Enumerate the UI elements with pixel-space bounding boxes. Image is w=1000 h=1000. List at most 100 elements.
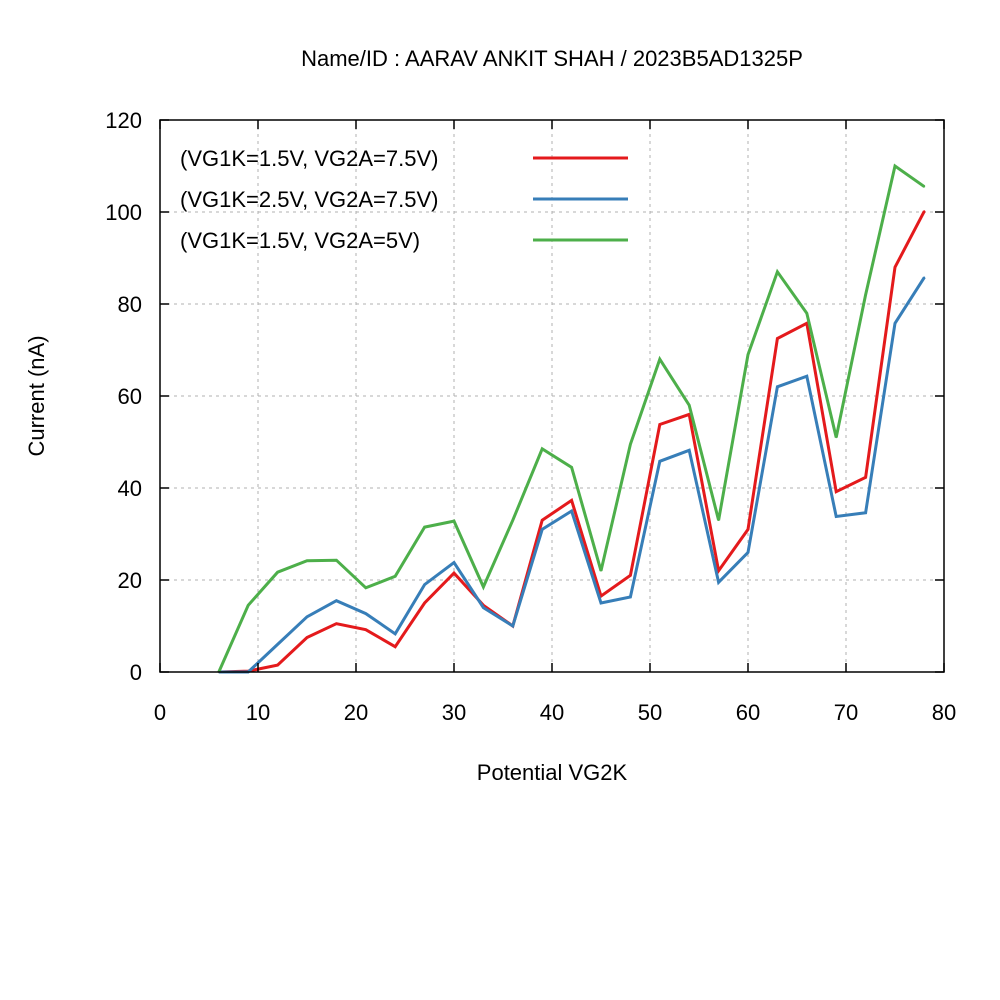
legend: (VG1K=1.5V, VG2A=7.5V) (VG1K=2.5V, VG2A=7… <box>180 146 628 253</box>
x-tick-label: 50 <box>638 700 662 725</box>
x-tick-label: 20 <box>344 700 368 725</box>
data-point <box>247 604 249 607</box>
x-tick-label: 30 <box>442 700 466 725</box>
data-point <box>894 322 896 325</box>
data-point <box>747 353 749 356</box>
data-point <box>365 628 367 631</box>
data-point <box>276 571 279 573</box>
data-point <box>600 595 602 597</box>
data-point <box>659 358 661 361</box>
data-point <box>306 559 308 562</box>
data-point <box>864 512 867 514</box>
data-point <box>717 519 720 521</box>
data-point <box>923 276 926 279</box>
legend-label: (VG1K=1.5V, VG2A=5V) <box>180 228 420 253</box>
y-tick-label: 40 <box>118 476 142 501</box>
data-point <box>776 271 779 273</box>
data-point <box>600 602 602 604</box>
y-tick-label: 120 <box>105 108 142 133</box>
data-point <box>776 386 779 388</box>
y-tick-label: 60 <box>118 384 142 409</box>
data-point <box>423 526 426 528</box>
x-tick-label: 10 <box>246 700 270 725</box>
data-point <box>365 612 367 615</box>
x-tick-label: 80 <box>932 700 956 725</box>
data-point <box>394 633 397 635</box>
x-tick-label: 40 <box>540 700 564 725</box>
legend-label: (VG1K=1.5V, VG2A=7.5V) <box>180 146 438 171</box>
x-tick-label: 0 <box>154 700 166 725</box>
data-point <box>864 476 867 479</box>
data-point <box>600 570 602 572</box>
data-point <box>629 574 632 577</box>
legend-item-3: (VG1K=1.5V, VG2A=5V) <box>180 228 628 253</box>
y-tick-label: 100 <box>105 200 142 225</box>
x-tick-labels: 0 10 20 30 40 50 60 70 80 <box>154 700 956 725</box>
data-point <box>717 581 720 584</box>
data-point <box>276 643 279 646</box>
series-lines <box>217 163 926 674</box>
data-point <box>482 606 485 609</box>
data-point <box>717 570 720 572</box>
data-point <box>629 596 632 598</box>
data-point <box>541 519 543 521</box>
data-point <box>747 528 749 531</box>
y-tick-label: 0 <box>130 660 142 685</box>
data-point <box>394 575 397 578</box>
data-point <box>453 572 455 574</box>
data-point <box>629 443 632 446</box>
data-point <box>835 490 837 493</box>
data-point <box>835 515 837 518</box>
data-point <box>864 294 867 296</box>
data-point <box>541 448 543 450</box>
data-point <box>688 404 690 407</box>
data-point <box>394 645 397 648</box>
data-point <box>835 436 837 439</box>
data-point <box>659 423 661 426</box>
data-point <box>776 337 779 340</box>
legend-item-1: (VG1K=1.5V, VG2A=7.5V) <box>180 146 628 171</box>
data-point <box>423 583 426 586</box>
data-point <box>923 210 926 212</box>
data-point <box>806 322 808 325</box>
data-point <box>365 587 367 589</box>
data-point <box>306 616 308 618</box>
data-point <box>335 559 338 562</box>
data-point <box>512 625 514 627</box>
y-tick-label: 80 <box>118 292 142 317</box>
data-point <box>570 499 573 502</box>
data-point <box>894 165 896 167</box>
data-point <box>570 510 573 512</box>
y-tick-labels: 0 20 40 60 80 100 120 <box>105 108 142 685</box>
data-point <box>747 551 749 554</box>
x-tick-label: 60 <box>736 700 760 725</box>
data-point <box>894 266 896 269</box>
data-point <box>276 664 279 666</box>
plot-area-border <box>159 119 945 673</box>
data-point <box>306 636 308 639</box>
data-point <box>541 528 543 531</box>
x-axis-label: Potential VG2K <box>477 760 628 785</box>
series-2 <box>218 276 926 674</box>
data-point <box>335 622 338 625</box>
data-point <box>423 602 426 604</box>
data-point <box>688 449 690 452</box>
y-tick-label: 20 <box>118 568 142 593</box>
data-point <box>453 520 455 522</box>
legend-item-2: (VG1K=2.5V, VG2A=7.5V) <box>180 187 628 212</box>
data-point <box>923 185 926 188</box>
data-point <box>806 375 808 378</box>
data-point <box>806 312 808 315</box>
data-point <box>453 561 455 564</box>
data-point <box>482 586 485 588</box>
legend-label: (VG1K=2.5V, VG2A=7.5V) <box>180 187 438 212</box>
data-point <box>570 466 573 469</box>
data-point <box>688 413 690 416</box>
data-point <box>659 460 661 463</box>
x-tick-label: 70 <box>834 700 858 725</box>
y-axis-label: Current (nA) <box>24 335 49 456</box>
data-point <box>512 519 514 521</box>
data-point <box>335 599 338 602</box>
